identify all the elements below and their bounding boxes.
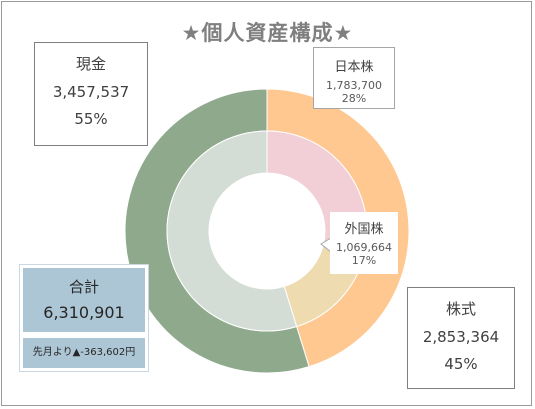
cash-label-value: 3,457,537 — [52, 83, 130, 101]
foreign-label-value: 1,069,664 — [336, 241, 392, 254]
stocks-label-name: 株式 — [445, 300, 476, 318]
chart-title: ★個人資産構成★ — [181, 21, 354, 45]
stocks-label-box: 株式 2,853,364 45% — [407, 287, 515, 389]
inner-ring-slice-2 — [166, 130, 298, 332]
japan-label-value: 1,783,700 — [326, 79, 382, 92]
japan-label-name: 日本株 — [334, 60, 374, 75]
total-label: 合計 — [68, 278, 99, 296]
foreign-label-name: 外国株 — [344, 222, 384, 237]
stocks-label-value: 2,853,364 — [422, 328, 500, 346]
total-value: 6,310,901 — [43, 303, 125, 322]
total-change: 先月より▲-363,602円 — [22, 337, 146, 369]
foreign-callout: 外国株 1,069,664 17% — [330, 212, 398, 274]
cash-label-percent: 55% — [74, 110, 108, 128]
total-main: 合計 6,310,901 — [22, 267, 146, 333]
japan-callout: 日本株 1,783,700 28% — [313, 47, 395, 109]
stocks-label-percent: 45% — [444, 355, 478, 373]
total-box: 合計 6,310,901 先月より▲-363,602円 — [19, 264, 149, 372]
cash-label-name: 現金 — [75, 55, 106, 73]
foreign-label-percent: 17% — [351, 254, 377, 267]
japan-label-percent: 28% — [341, 92, 367, 105]
cash-label-box: 現金 3,457,537 55% — [34, 42, 148, 146]
